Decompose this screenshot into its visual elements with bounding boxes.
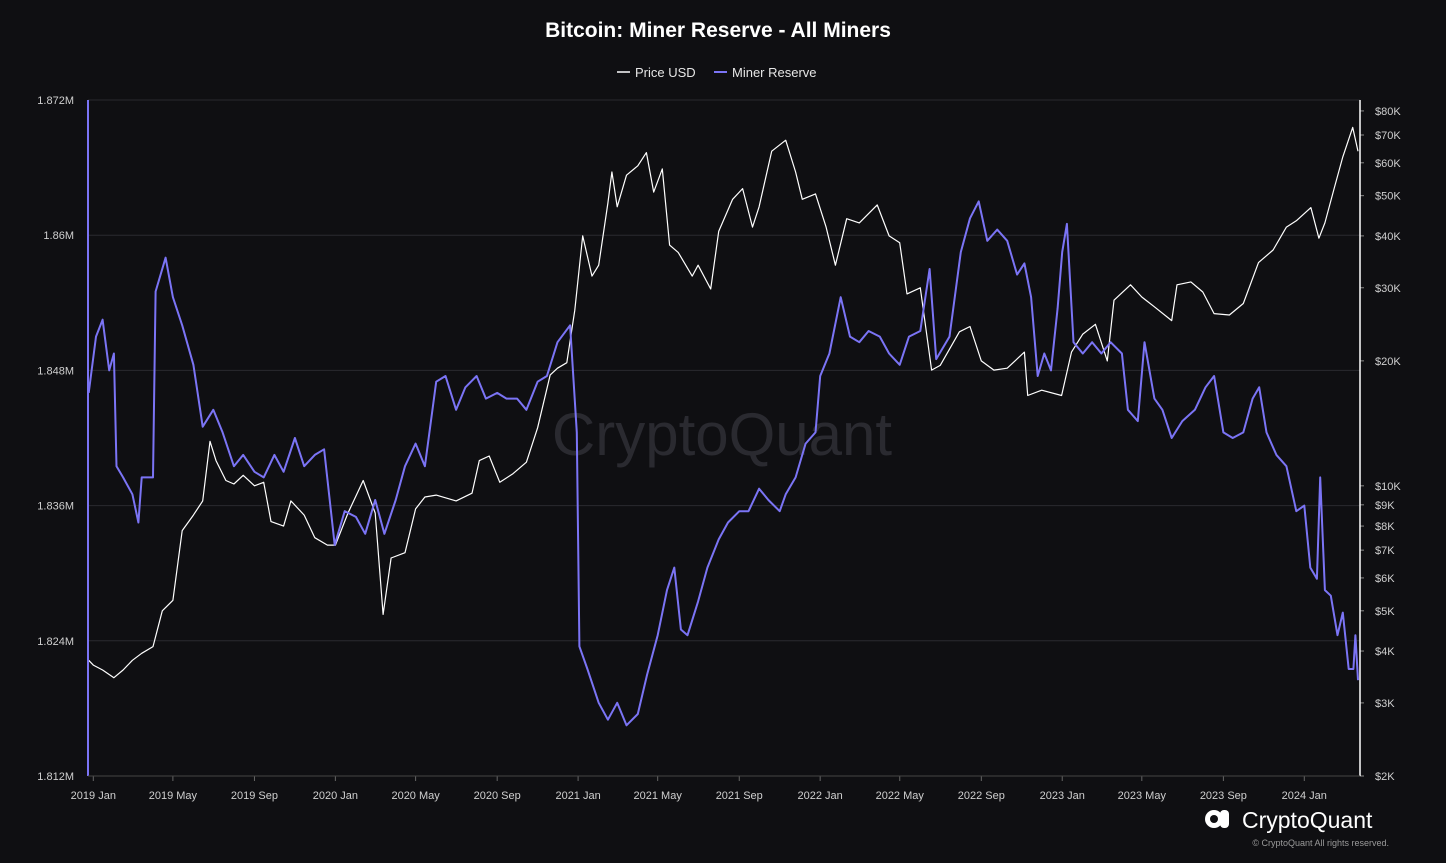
- x-tick-label: 2022 May: [876, 790, 925, 802]
- x-tick-label: 2022 Sep: [958, 790, 1005, 802]
- right-tick-label: $50K: [1375, 191, 1401, 203]
- right-tick-label: $8K: [1375, 521, 1395, 533]
- right-tick-label: $6K: [1375, 573, 1395, 585]
- x-tick-label: 2021 May: [634, 790, 683, 802]
- right-tick-label: $10K: [1375, 481, 1401, 493]
- left-tick-label: 1.848M: [37, 365, 74, 377]
- right-tick-label: $2K: [1375, 771, 1395, 783]
- logo-inner: [1210, 815, 1218, 823]
- left-tick-label: 1.824M: [37, 636, 74, 648]
- series-line-price-usd: [88, 126, 1359, 679]
- brand-logo: CryptoQuant: [1205, 807, 1373, 833]
- right-tick-label: $80K: [1375, 106, 1401, 118]
- x-tick-label: 2020 Jan: [313, 790, 358, 802]
- legend-item-price[interactable]: Price USD: [617, 65, 696, 80]
- logo-tail: [1220, 810, 1229, 828]
- right-tick-label: $30K: [1375, 283, 1401, 295]
- chart-title: Bitcoin: Miner Reserve - All Miners: [545, 19, 891, 42]
- x-tick-label: 2022 Jan: [798, 790, 843, 802]
- x-tick-label: 2020 Sep: [474, 790, 521, 802]
- x-tick-label: 2019 Jan: [71, 790, 116, 802]
- x-tick-label: 2021 Sep: [716, 790, 763, 802]
- left-tick-label: 1.872M: [37, 95, 74, 107]
- copyright: © CryptoQuant All rights reserved.: [1252, 838, 1389, 848]
- right-tick-label: $3K: [1375, 698, 1395, 710]
- x-tick-label: 2019 Sep: [231, 790, 278, 802]
- x-tick-label: 2023 May: [1118, 790, 1167, 802]
- legend-label-price: Price USD: [635, 65, 696, 80]
- right-tick-label: $40K: [1375, 231, 1401, 243]
- right-tick-label: $4K: [1375, 646, 1395, 658]
- left-tick-label: 1.86M: [43, 230, 74, 242]
- x-tick-label: 2024 Jan: [1282, 790, 1327, 802]
- x-tick-label: 2019 May: [149, 790, 198, 802]
- legend: Price USD Miner Reserve: [617, 65, 817, 80]
- x-tick-label: 2023 Jan: [1040, 790, 1085, 802]
- legend-label-reserve: Miner Reserve: [732, 65, 817, 80]
- brand-name: CryptoQuant: [1242, 807, 1373, 833]
- right-tick-label: $9K: [1375, 500, 1395, 512]
- series-line-miner-reserve: [87, 200, 1359, 727]
- right-tick-label: $20K: [1375, 356, 1401, 368]
- watermark: CryptoQuant: [552, 401, 892, 468]
- x-tick-label: 2020 May: [391, 790, 440, 802]
- legend-item-reserve[interactable]: Miner Reserve: [714, 65, 817, 80]
- left-tick-label: 1.836M: [37, 501, 74, 513]
- right-tick-label: $70K: [1375, 130, 1401, 142]
- right-tick-label: $7K: [1375, 545, 1395, 557]
- x-tick-label: 2023 Sep: [1200, 790, 1247, 802]
- x-tick-label: 2021 Jan: [555, 790, 600, 802]
- right-tick-label: $60K: [1375, 158, 1401, 170]
- series-layer: [87, 126, 1359, 727]
- axis-layer: 1.872M 1.86M 1.848M 1.836M 1.824M 1.812M $80K $…: [37, 95, 1401, 802]
- left-tick-label: 1.812M: [37, 771, 74, 783]
- right-tick-label: $5K: [1375, 606, 1395, 618]
